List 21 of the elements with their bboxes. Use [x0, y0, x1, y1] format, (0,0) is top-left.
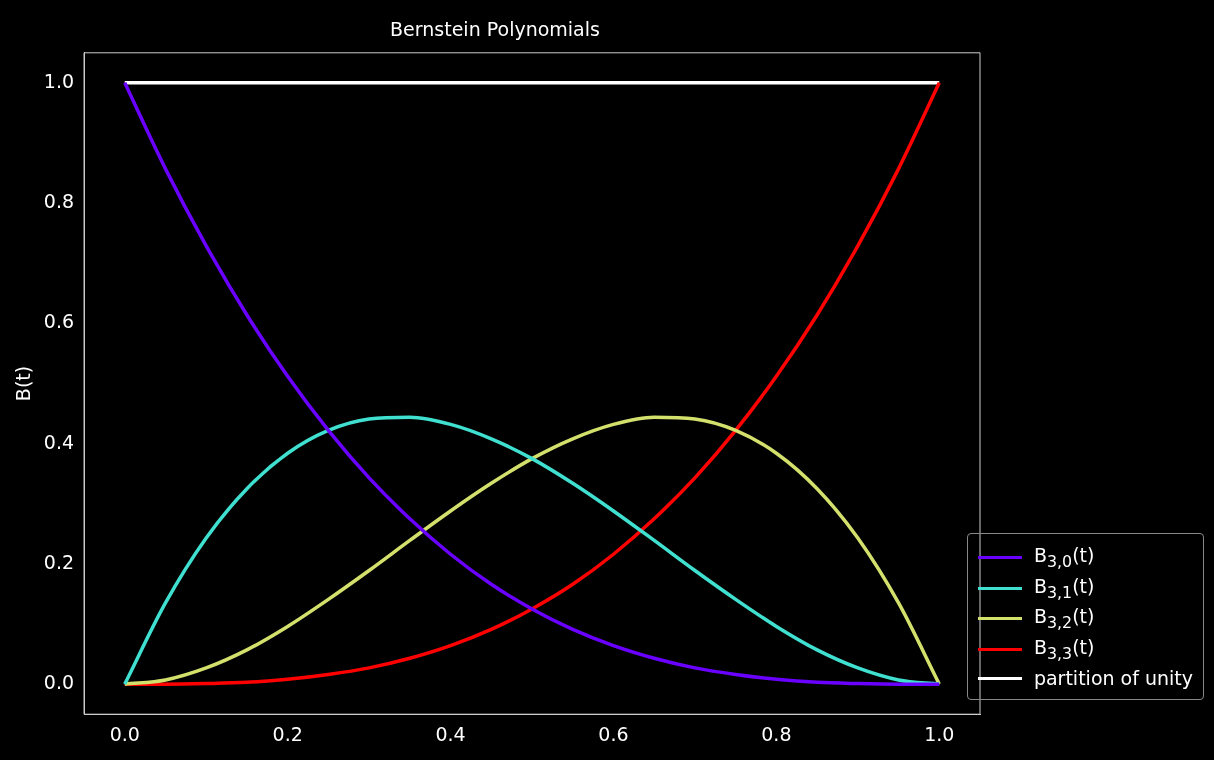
y-tick-label: 0.4 [43, 430, 75, 453]
y-tick-label: 0.2 [43, 550, 75, 573]
y-axis-title: B(t) [12, 365, 35, 402]
x-tick-label: 0.2 [272, 722, 303, 745]
legend-label: partition of unity [1033, 667, 1193, 689]
y-tick-label: 0.8 [43, 190, 75, 213]
legend-label: B$_{3,3}$(t) [1033, 636, 1095, 663]
x-tick-label: 1.0 [924, 722, 955, 745]
y-tick-label: 0.0 [43, 671, 75, 694]
legend-label: B$_{3,2}$(t) [1033, 605, 1095, 633]
legend-label: B$_{3,1}$(t) [1033, 574, 1095, 602]
x-tick-label: 0.8 [761, 722, 792, 745]
y-tick-label: 0.6 [43, 310, 75, 333]
x-tick-label: 0.6 [598, 722, 629, 745]
line-series [122, 81, 942, 686]
chart-title: Bernstein Polynomials [390, 18, 600, 41]
line-series [122, 415, 942, 686]
x-tick-label: 0.0 [109, 722, 140, 745]
legend-label: B$_{3,0}$(t) [1033, 543, 1095, 571]
x-tick-label: 0.4 [435, 722, 466, 745]
y-tick-label: 1.0 [43, 69, 75, 92]
